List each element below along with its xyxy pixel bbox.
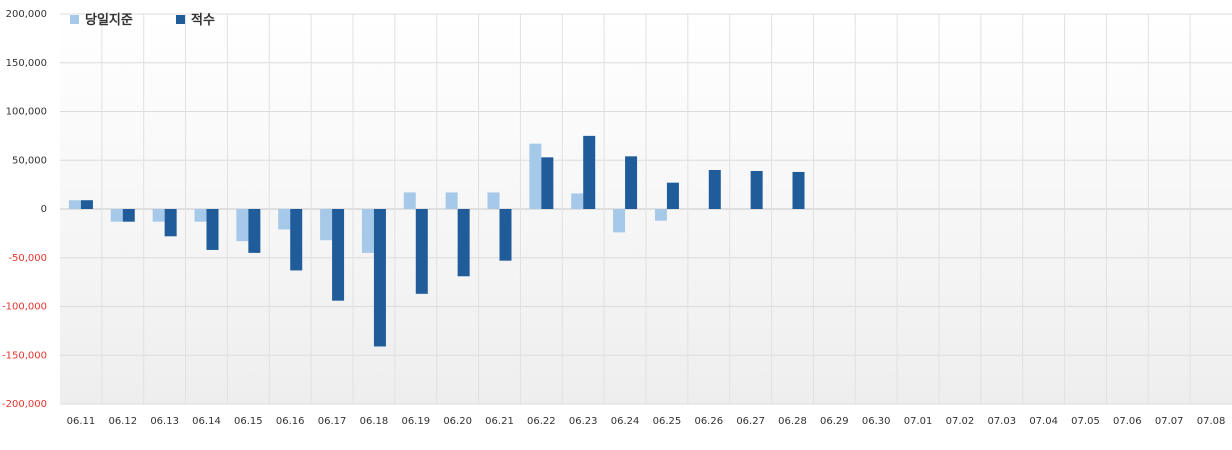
bar-dangil xyxy=(529,143,542,209)
bar-dangil xyxy=(361,209,374,253)
x-tick-label: 06.30 xyxy=(862,416,891,427)
bar-jeoksu xyxy=(708,170,721,209)
bar-jeoksu xyxy=(332,209,345,301)
x-tick-label: 07.07 xyxy=(1155,416,1184,427)
x-tick-label: 06.26 xyxy=(694,416,723,427)
legend-label-jeoksu: 적수 xyxy=(191,12,215,28)
bar-dangil xyxy=(278,209,291,230)
x-tick-label: 06.20 xyxy=(443,416,472,427)
x-tick-label: 06.28 xyxy=(778,416,807,427)
bar-jeoksu xyxy=(290,209,303,271)
bar-jeoksu xyxy=(80,200,93,209)
bar-dangil xyxy=(110,209,123,222)
bar-jeoksu xyxy=(206,209,219,250)
bar-jeoksu xyxy=(583,135,596,209)
x-tick-label: 06.19 xyxy=(401,416,430,427)
x-tick-label: 06.22 xyxy=(527,416,556,427)
y-tick-label: 100,000 xyxy=(6,107,47,118)
x-tick-label: 06.18 xyxy=(360,416,389,427)
y-tick-label: -200,000 xyxy=(2,399,47,410)
bar-jeoksu xyxy=(499,209,512,261)
bar-jeoksu xyxy=(792,171,805,209)
bar-dangil xyxy=(403,192,416,209)
bar-jeoksu xyxy=(541,157,554,209)
x-tick-label: 06.27 xyxy=(736,416,765,427)
x-tick-label: 07.01 xyxy=(904,416,933,427)
bar-jeoksu xyxy=(248,209,261,253)
bar-dangil xyxy=(654,209,667,221)
bar-dangil xyxy=(152,209,165,222)
bar-dangil xyxy=(68,200,81,209)
bar-jeoksu xyxy=(164,209,177,237)
x-tick-label: 06.12 xyxy=(108,416,137,427)
x-tick-label: 06.11 xyxy=(67,416,96,427)
bar-dangil xyxy=(445,192,458,209)
bar-dangil xyxy=(236,209,249,242)
x-tick-label: 06.16 xyxy=(276,416,305,427)
legend-swatch-jeoksu xyxy=(176,15,185,24)
y-tick-label: 150,000 xyxy=(6,58,47,69)
bar-jeoksu xyxy=(457,209,470,277)
bar-dangil xyxy=(487,192,500,209)
y-tick-label: 0 xyxy=(41,204,47,215)
x-tick-label: 06.23 xyxy=(569,416,598,427)
bar-jeoksu xyxy=(625,156,638,209)
legend-swatch-dangil xyxy=(70,15,79,24)
x-tick-label: 06.17 xyxy=(318,416,347,427)
y-axis: 200,000 150,000 100,000 50,000 0 -50,000 -100,… xyxy=(2,9,47,410)
bar-jeoksu xyxy=(666,182,679,209)
legend-label-dangil: 당일지준 xyxy=(85,12,133,28)
y-tick-label: 200,000 xyxy=(6,9,47,20)
x-tick-label: 07.03 xyxy=(987,416,1016,427)
bar-jeoksu xyxy=(373,209,386,347)
y-tick-label: -150,000 xyxy=(2,350,47,361)
x-tick-label: 07.06 xyxy=(1113,416,1142,427)
x-tick-label: 06.25 xyxy=(653,416,682,427)
x-axis: 06.11 06.12 06.13 06.14 06.15 06.16 06.17 06.18… xyxy=(67,416,1226,427)
x-tick-label: 06.24 xyxy=(611,416,640,427)
bar-jeoksu xyxy=(122,209,135,222)
y-tick-label: -50,000 xyxy=(8,253,47,264)
x-tick-label: 06.15 xyxy=(234,416,263,427)
bar-dangil xyxy=(613,209,626,233)
y-tick-label: 50,000 xyxy=(12,155,47,166)
bar-layer xyxy=(68,135,805,347)
x-tick-label: 06.14 xyxy=(192,416,221,427)
x-tick-label: 07.08 xyxy=(1197,416,1226,427)
bar-dangil xyxy=(320,209,333,241)
y-tick-label: -100,000 xyxy=(2,302,47,313)
x-tick-label: 06.29 xyxy=(820,416,849,427)
x-tick-label: 06.21 xyxy=(485,416,514,427)
bar-jeoksu xyxy=(750,170,763,209)
grid-layer xyxy=(60,13,1232,405)
bar-dangil xyxy=(571,193,584,209)
x-tick-label: 06.13 xyxy=(150,416,179,427)
x-tick-label: 07.02 xyxy=(946,416,975,427)
bar-jeoksu xyxy=(415,209,428,294)
legend: 당일지준 적수 xyxy=(70,12,215,28)
x-tick-label: 07.05 xyxy=(1071,416,1100,427)
x-tick-label: 07.04 xyxy=(1029,416,1058,427)
bar-dangil xyxy=(194,209,207,222)
